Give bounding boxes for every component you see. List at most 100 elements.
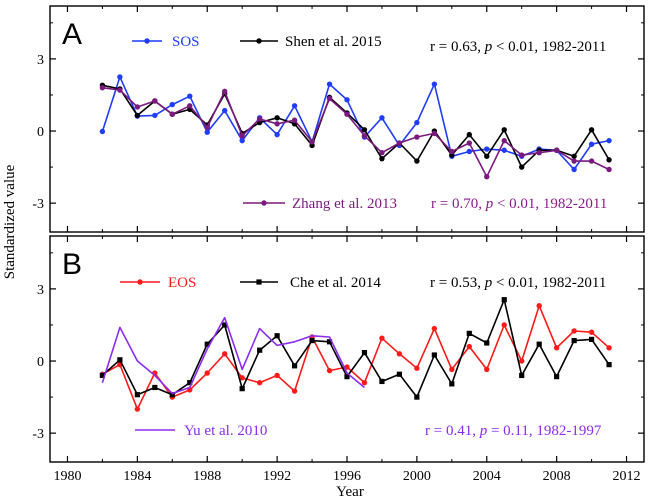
legend-label: SOS [172,34,200,50]
data-point [222,322,228,328]
data-point [431,352,437,358]
data-point [256,379,263,386]
data-point [571,153,577,159]
y-tick-label: 3 [37,283,44,298]
data-point [466,330,472,336]
data-point [519,164,525,170]
stat-annotation: r = 0.63, p < 0.01, 1982-2011 [430,39,606,55]
legend-label: Che et al. 2014 [290,275,381,291]
data-point [291,117,298,123]
data-point [431,81,438,87]
data-point [501,137,507,144]
data-point [361,133,368,139]
data-point [99,372,106,379]
x-tick-label: 1992 [263,469,291,484]
data-point [134,392,140,398]
data-point [152,112,158,119]
data-point [414,134,420,140]
data-point [274,115,280,121]
x-tick-label: 1996 [333,469,361,484]
y-tick-label: -3 [32,197,44,212]
data-point [484,340,490,346]
series-line [102,86,610,178]
data-point [204,129,210,135]
data-point [571,337,577,344]
data-point [204,124,210,131]
data-point [344,97,350,103]
data-point [379,115,385,121]
legend-marker [137,279,143,285]
legend-label: EOS [168,275,196,291]
data-point [588,127,595,133]
y-tick-label: 0 [37,355,44,370]
data-point [326,367,333,374]
data-point [117,357,123,363]
data-point [152,98,158,104]
data-point [326,81,333,87]
data-point [571,158,577,164]
panel-letter: A [62,18,82,51]
data-point [274,333,280,339]
data-point [291,363,298,369]
data-point [274,131,280,138]
data-point [361,379,368,386]
data-point [501,127,507,133]
data-point [588,336,595,342]
y-axis-label: Standardized value [2,164,18,279]
y-tick-label: 3 [37,53,44,68]
data-point [501,322,507,328]
data-point [326,95,333,102]
data-point [134,112,141,119]
data-point [606,166,612,173]
data-point [571,328,577,334]
data-point [484,146,490,152]
data-point [519,152,525,158]
data-point [414,158,420,164]
data-point [449,366,455,373]
data-point [449,148,455,155]
x-axis-label: Year [336,484,364,500]
data-point [536,149,542,156]
data-point [222,88,228,95]
data-point [169,392,175,398]
y-tick-label: 0 [37,125,44,140]
data-point [606,137,612,144]
data-point [396,140,403,146]
data-point [187,380,193,386]
legend-label: Shen et al. 2015 [285,34,382,50]
data-point [414,394,420,400]
x-tick-label: 2004 [473,469,501,484]
x-tick-label: 2000 [403,469,431,484]
data-point [536,341,542,347]
data-point [274,121,280,127]
data-point [466,148,472,155]
data-point [152,384,158,391]
data-point [484,366,490,373]
data-point [169,111,175,117]
data-point [606,362,612,368]
data-point [239,133,245,139]
panel-letter: B [62,248,82,281]
data-point [553,345,560,351]
data-point [344,374,350,380]
data-point [519,372,525,379]
data-point [466,131,472,138]
y-tick-label: -3 [32,427,44,442]
data-point [501,147,507,153]
stat-annotation: r = 0.53, p < 0.01, 1982-2011 [430,275,606,291]
legend-marker [261,200,267,206]
data-point [99,85,106,91]
data-point [222,351,228,357]
x-tick-label: 2008 [543,469,571,484]
data-point [326,339,333,345]
data-point [449,381,455,387]
series-line [101,298,610,398]
data-point [204,370,210,376]
data-point [99,128,106,135]
data-point [379,335,385,341]
data-point [553,147,560,153]
data-point [484,174,490,180]
data-point [187,103,193,109]
data-point [554,374,560,380]
